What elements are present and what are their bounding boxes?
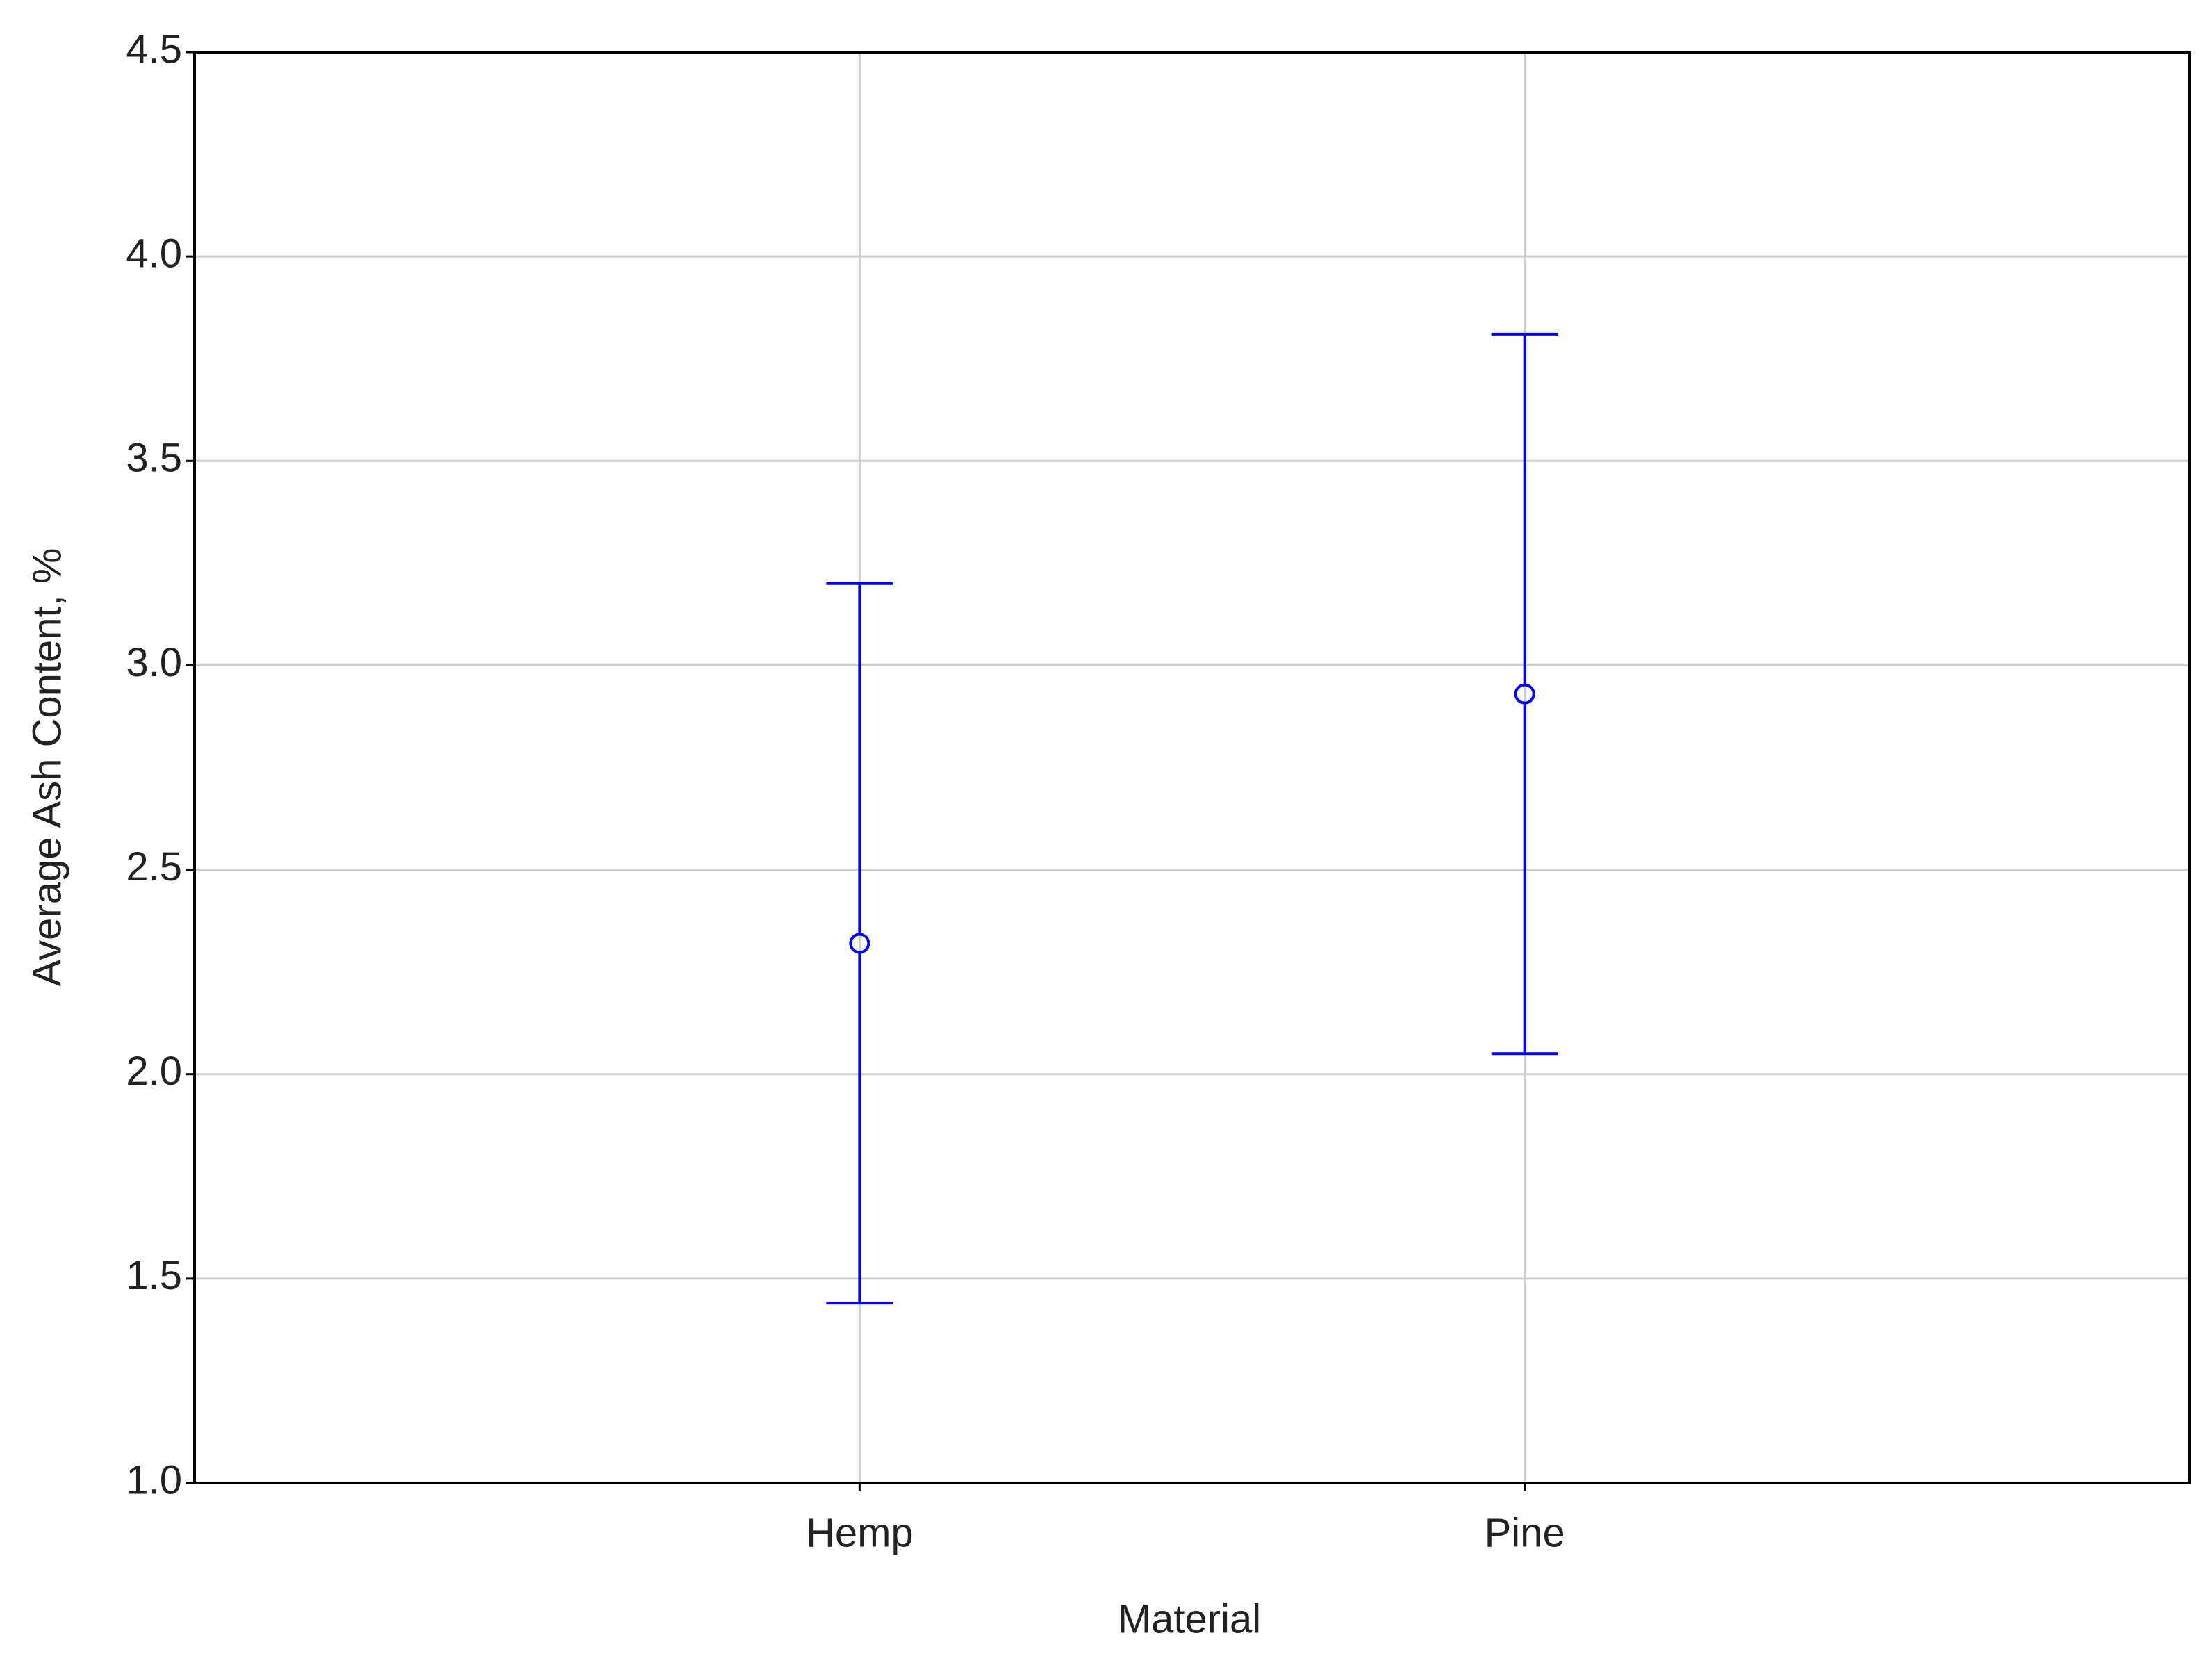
x-tick-label: Pine — [1485, 1510, 1565, 1555]
y-tick-label: 2.5 — [126, 844, 182, 890]
y-axis-title: Average Ash Content, % — [24, 548, 69, 987]
x-tick-label: Hemp — [806, 1510, 914, 1555]
y-tick-label: 1.0 — [126, 1457, 182, 1502]
mean-point — [849, 933, 870, 954]
y-tick-label: 2.0 — [126, 1049, 182, 1094]
y-tick-label: 3.0 — [126, 640, 182, 685]
y-tick-label: 3.5 — [126, 436, 182, 481]
y-tick-label: 1.5 — [126, 1253, 182, 1298]
y-tick-label: 4.0 — [126, 231, 182, 276]
plot-frame — [193, 51, 2191, 1484]
y-tick-label: 4.5 — [126, 26, 182, 72]
mean-point — [1514, 683, 1535, 705]
x-axis-title: Material — [1118, 1596, 1261, 1641]
